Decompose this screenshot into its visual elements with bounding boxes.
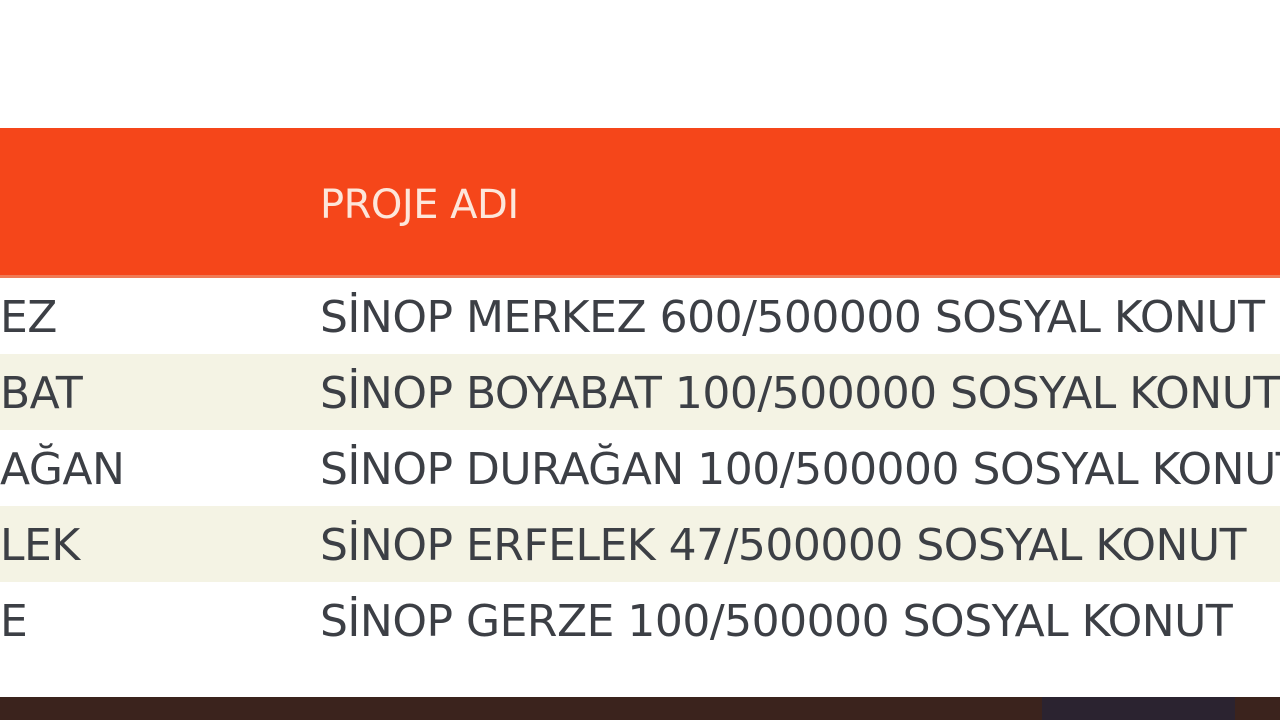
table-row: BAT SİNOP BOYABAT 100/500000 SOSYAL KONU… <box>0 354 1280 430</box>
column-header-project-name: PROJE ADI <box>320 182 519 228</box>
page-footer <box>0 697 1280 720</box>
district-cell: BAT <box>0 368 83 419</box>
footer-block <box>1042 697 1235 720</box>
table-row: EZ SİNOP MERKEZ 600/500000 SOSYAL KONUT <box>0 278 1280 354</box>
table-row: AĞAN SİNOP DURAĞAN 100/500000 SOSYAL KON… <box>0 430 1280 506</box>
district-cell: EZ <box>0 292 57 343</box>
district-cell: AĞAN <box>0 444 125 495</box>
project-cell: SİNOP GERZE 100/500000 SOSYAL KONUT <box>320 596 1233 647</box>
table-header: PROJE ADI <box>0 128 1280 278</box>
project-cell: SİNOP DURAĞAN 100/500000 SOSYAL KONUT <box>320 444 1280 495</box>
district-cell: LEK <box>0 520 80 571</box>
table-row: E SİNOP GERZE 100/500000 SOSYAL KONUT <box>0 582 1280 658</box>
projects-table: PROJE ADI EZ SİNOP MERKEZ 600/500000 SOS… <box>0 128 1280 658</box>
project-cell: SİNOP BOYABAT 100/500000 SOSYAL KONUT <box>320 368 1280 419</box>
district-cell: E <box>0 596 28 647</box>
project-cell: SİNOP MERKEZ 600/500000 SOSYAL KONUT <box>320 292 1265 343</box>
project-cell: SİNOP ERFELEK 47/500000 SOSYAL KONUT <box>320 520 1247 571</box>
table-row: LEK SİNOP ERFELEK 47/500000 SOSYAL KONUT <box>0 506 1280 582</box>
